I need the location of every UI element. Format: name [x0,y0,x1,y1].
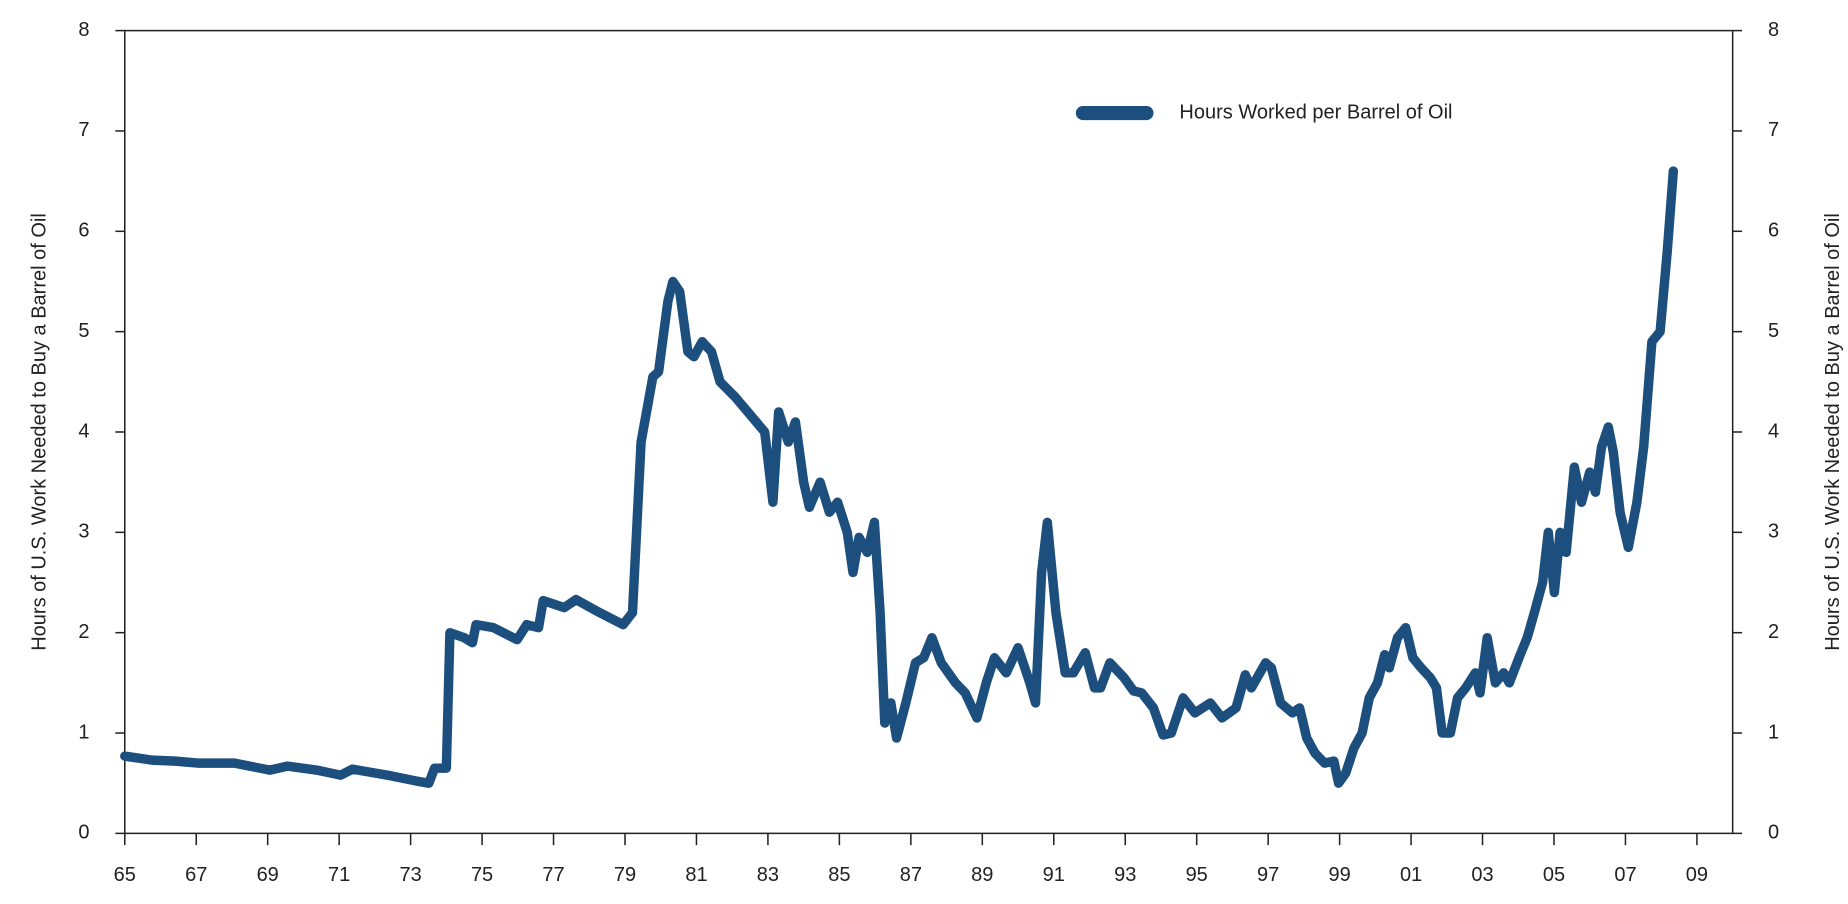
y2-tick-label: 6 [1768,220,1779,242]
y2-tick-label: 0 [1768,822,1779,844]
x-tick-label: 75 [471,864,493,886]
y-axis-title: Hours of U.S. Work Needed to Buy a Barre… [28,213,50,651]
y2-tick-label: 7 [1768,119,1779,141]
y-tick-label: 5 [78,320,89,342]
y-tick-label: 0 [78,822,89,844]
x-tick-label: 03 [1471,864,1493,886]
x-tick-label: 67 [185,864,207,886]
x-tick-label: 89 [971,864,993,886]
x-tick-label: 83 [757,864,779,886]
x-tick-label: 91 [1043,864,1065,886]
y-tick-label: 1 [78,721,89,743]
x-tick-label: 09 [1686,864,1708,886]
y2-tick-label: 2 [1768,621,1779,643]
x-tick-label: 65 [114,864,136,886]
x-tick-label: 77 [542,864,564,886]
x-tick-label: 05 [1543,864,1565,886]
x-tick-label: 93 [1114,864,1136,886]
x-tick-label: 79 [614,864,636,886]
y-tick-label: 6 [78,220,89,242]
x-tick-label: 07 [1614,864,1636,886]
y-tick-label: 8 [78,19,89,41]
y2-tick-label: 3 [1768,521,1779,543]
y-tick-label: 4 [78,420,89,442]
x-tick-label: 87 [900,864,922,886]
y2-axis-title: Hours of U.S. Work Needed to Buy a Barre… [1822,213,1844,651]
y-tick-label: 2 [78,621,89,643]
legend-label: Hours Worked per Barrel of Oil [1179,101,1452,123]
x-tick-label: 81 [685,864,707,886]
x-tick-label: 95 [1186,864,1208,886]
x-tick-label: 99 [1328,864,1350,886]
y2-tick-label: 4 [1768,420,1779,442]
x-tick-label: 97 [1257,864,1279,886]
y2-tick-label: 1 [1768,721,1779,743]
x-tick-label: 73 [399,864,421,886]
x-tick-label: 01 [1400,864,1422,886]
x-tick-label: 69 [257,864,279,886]
plot-frame [124,29,1734,835]
y-tick-label: 3 [78,521,89,543]
x-tick-label: 71 [328,864,350,886]
y-tick-label: 7 [78,119,89,141]
x-tick-label: 85 [828,864,850,886]
y2-tick-label: 8 [1768,19,1779,41]
data-line [120,166,1679,788]
y2-tick-label: 5 [1768,320,1779,342]
